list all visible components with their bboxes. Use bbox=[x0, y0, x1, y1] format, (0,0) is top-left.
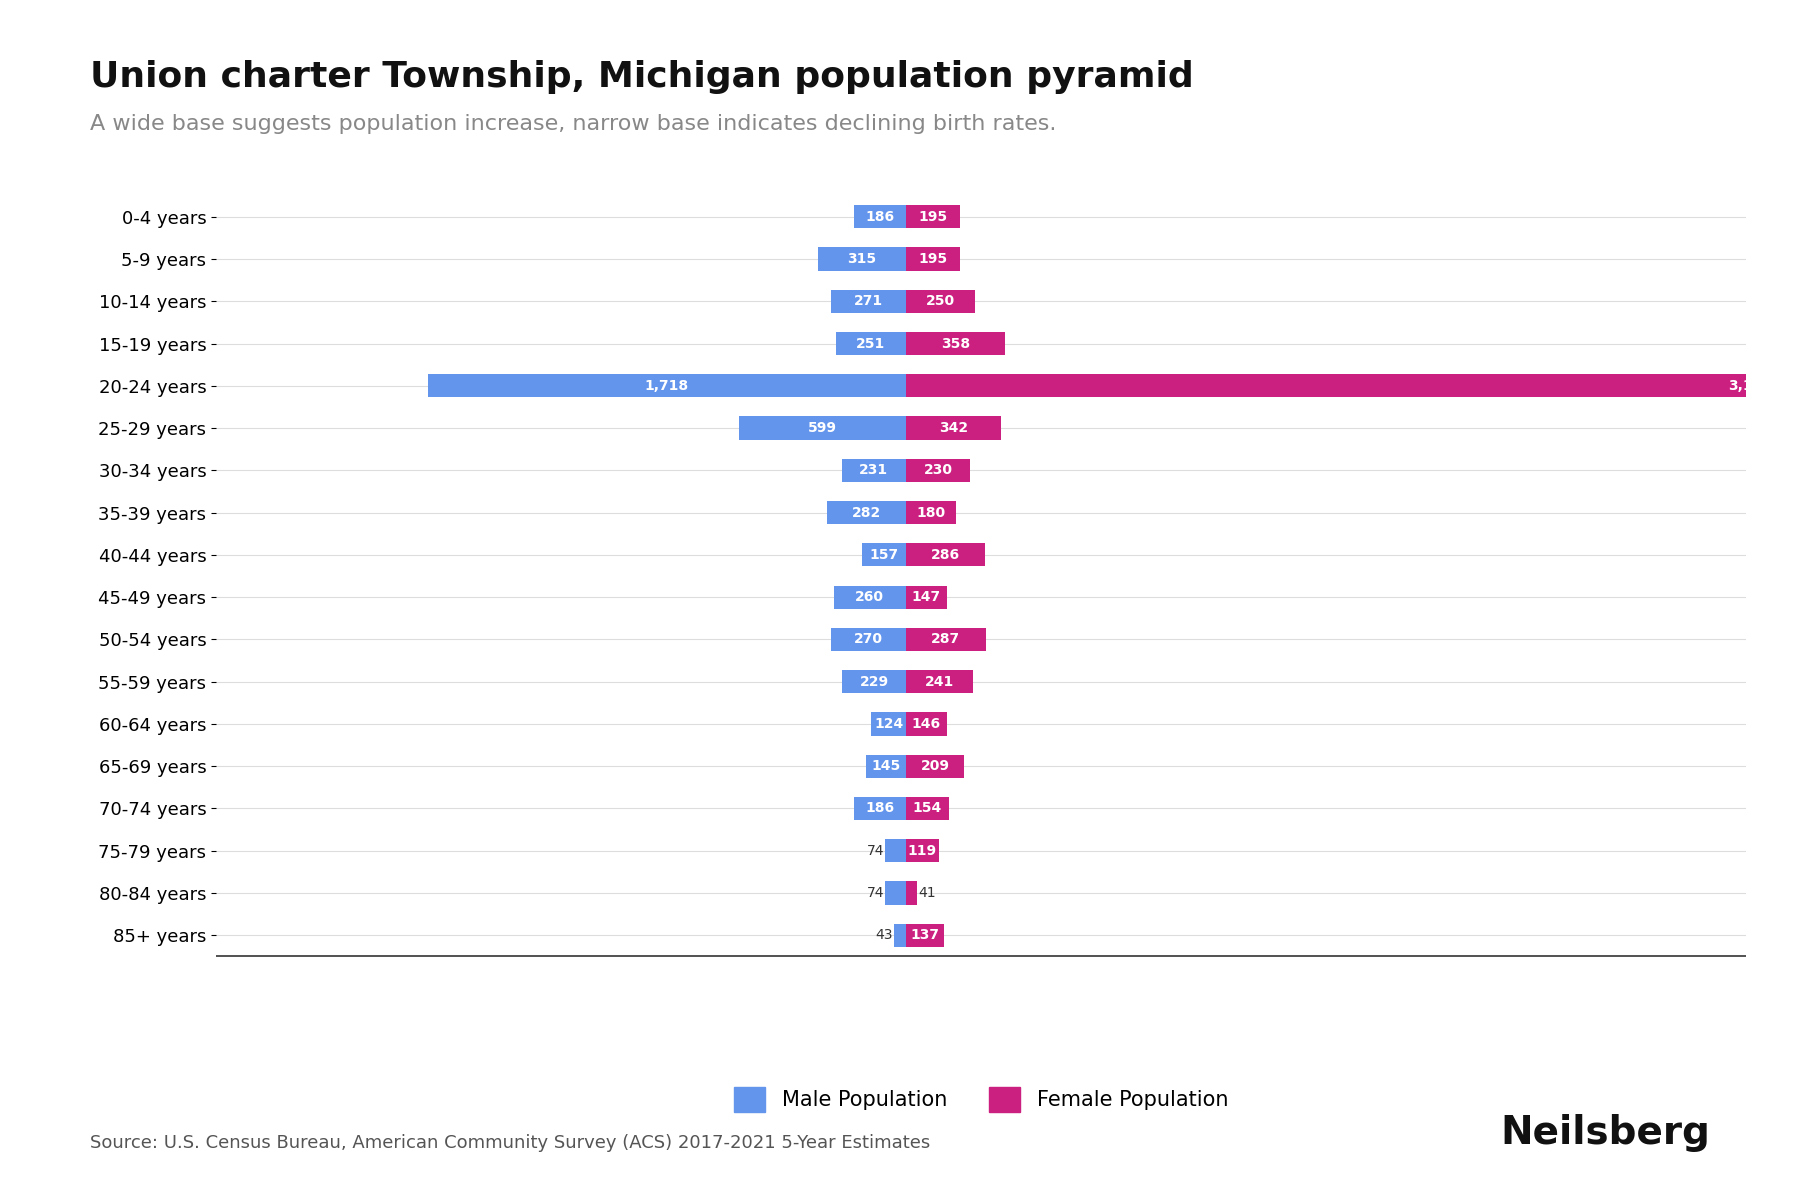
Text: 358: 358 bbox=[941, 336, 970, 350]
Bar bbox=[740, 416, 905, 439]
Bar bbox=[905, 458, 970, 482]
Text: 271: 271 bbox=[853, 294, 882, 308]
Text: 180: 180 bbox=[916, 505, 945, 520]
Bar bbox=[905, 416, 1001, 439]
Text: 282: 282 bbox=[851, 505, 882, 520]
Bar bbox=[905, 670, 974, 694]
Text: 251: 251 bbox=[857, 336, 886, 350]
Text: 1,718: 1,718 bbox=[644, 379, 689, 392]
Bar bbox=[905, 881, 918, 905]
Bar bbox=[886, 881, 905, 905]
Text: 315: 315 bbox=[848, 252, 877, 266]
Bar bbox=[842, 670, 905, 694]
Text: 43: 43 bbox=[875, 929, 893, 942]
Text: Union charter Township, Michigan population pyramid: Union charter Township, Michigan populat… bbox=[90, 60, 1193, 94]
Text: 119: 119 bbox=[907, 844, 938, 858]
Text: 186: 186 bbox=[866, 802, 895, 816]
Text: 146: 146 bbox=[911, 716, 941, 731]
Bar bbox=[828, 500, 905, 524]
Legend: Male Population, Female Population: Male Population, Female Population bbox=[725, 1079, 1237, 1121]
Text: 147: 147 bbox=[913, 590, 941, 604]
Text: 287: 287 bbox=[931, 632, 961, 647]
Bar bbox=[905, 924, 943, 947]
Text: Neilsberg: Neilsberg bbox=[1499, 1114, 1710, 1152]
Bar bbox=[830, 289, 905, 313]
Text: 195: 195 bbox=[918, 210, 947, 223]
Bar bbox=[855, 205, 905, 228]
Bar bbox=[862, 544, 905, 566]
Text: 286: 286 bbox=[931, 548, 959, 562]
Bar bbox=[819, 247, 905, 271]
Text: 250: 250 bbox=[927, 294, 956, 308]
Bar bbox=[905, 839, 940, 863]
Bar bbox=[905, 247, 959, 271]
Bar bbox=[866, 755, 905, 778]
Bar bbox=[428, 374, 905, 397]
Text: 229: 229 bbox=[859, 674, 889, 689]
Text: 209: 209 bbox=[920, 760, 949, 773]
Bar bbox=[905, 544, 985, 566]
Bar bbox=[886, 839, 905, 863]
Bar bbox=[835, 332, 905, 355]
Bar bbox=[842, 458, 905, 482]
Text: 137: 137 bbox=[911, 929, 940, 942]
Text: A wide base suggests population increase, narrow base indicates declining birth : A wide base suggests population increase… bbox=[90, 114, 1057, 134]
Text: 124: 124 bbox=[875, 716, 904, 731]
Text: 154: 154 bbox=[913, 802, 941, 816]
Bar bbox=[871, 713, 905, 736]
Text: 342: 342 bbox=[940, 421, 968, 436]
Bar bbox=[905, 289, 976, 313]
Bar bbox=[905, 500, 956, 524]
Text: 74: 74 bbox=[866, 886, 884, 900]
Bar bbox=[833, 586, 905, 608]
Text: 260: 260 bbox=[855, 590, 884, 604]
Text: 186: 186 bbox=[866, 210, 895, 223]
Text: 270: 270 bbox=[853, 632, 882, 647]
Bar bbox=[905, 755, 965, 778]
Text: 241: 241 bbox=[925, 674, 954, 689]
Text: Source: U.S. Census Bureau, American Community Survey (ACS) 2017-2021 5-Year Est: Source: U.S. Census Bureau, American Com… bbox=[90, 1134, 931, 1152]
Bar bbox=[905, 586, 947, 608]
Text: 74: 74 bbox=[866, 844, 884, 858]
Bar bbox=[895, 924, 905, 947]
Text: 3,127: 3,127 bbox=[1728, 379, 1773, 392]
Bar bbox=[855, 797, 905, 820]
Text: 195: 195 bbox=[918, 252, 947, 266]
Text: 599: 599 bbox=[808, 421, 837, 436]
Text: 157: 157 bbox=[869, 548, 898, 562]
Bar bbox=[905, 332, 1006, 355]
Text: 230: 230 bbox=[923, 463, 952, 478]
Bar bbox=[905, 713, 947, 736]
Text: 145: 145 bbox=[871, 760, 900, 773]
Text: 41: 41 bbox=[918, 886, 936, 900]
Bar bbox=[905, 628, 986, 652]
Text: 231: 231 bbox=[859, 463, 889, 478]
Bar bbox=[905, 374, 1777, 397]
Bar bbox=[832, 628, 905, 652]
Bar bbox=[905, 205, 959, 228]
Bar bbox=[905, 797, 949, 820]
